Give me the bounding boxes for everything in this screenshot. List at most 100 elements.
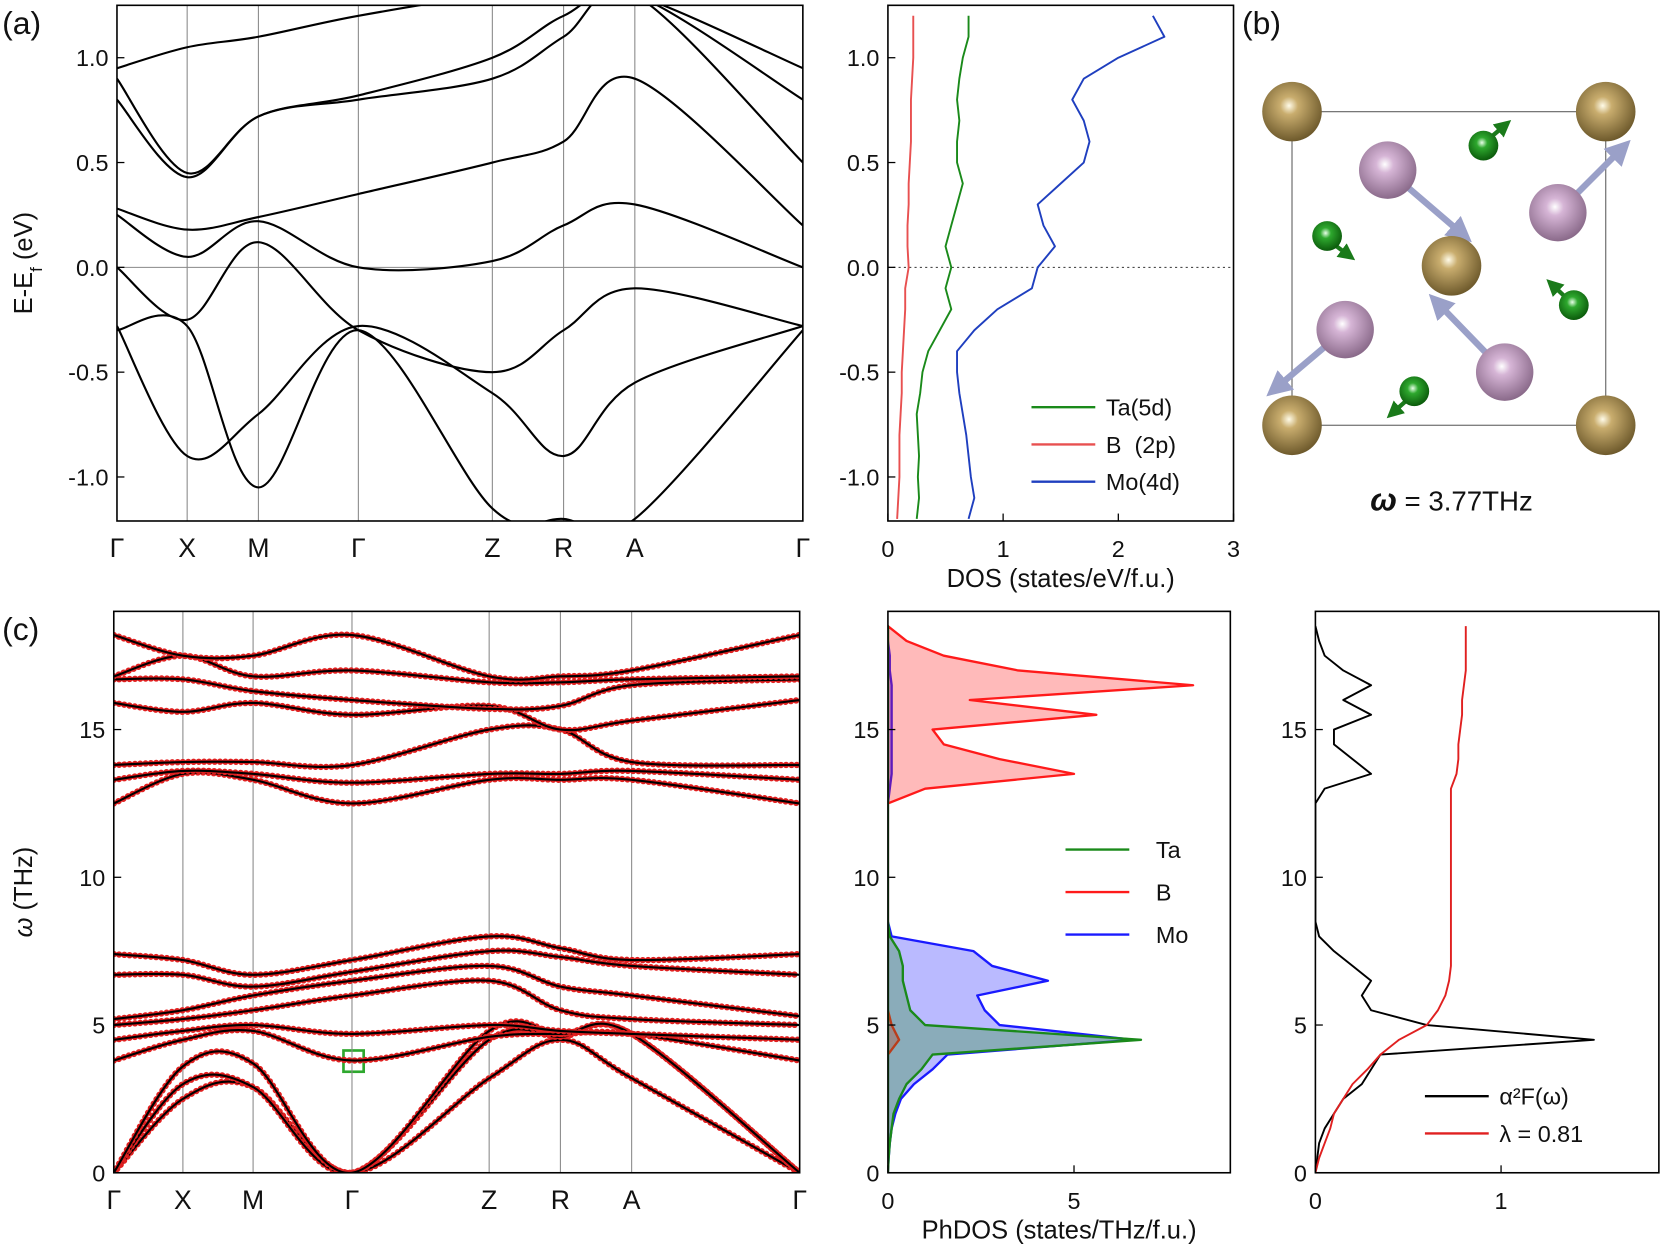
x-axis-label: DOS (states/eV/f.u.) — [947, 565, 1175, 593]
band-line — [116, 5, 803, 175]
x-tick-label: R — [551, 1185, 570, 1215]
axes-frame — [1314, 610, 1660, 1174]
unit-cell — [1291, 111, 1607, 426]
axes-frame — [887, 4, 1235, 522]
panel-label: (b) — [1242, 5, 1281, 41]
y-tick-label: 15 — [853, 717, 879, 743]
y-tick-label: 10 — [79, 865, 105, 891]
y-tick-label: 0.5 — [847, 150, 880, 176]
legend-label: B — [1156, 880, 1172, 906]
x-tick-label: Γ — [792, 1185, 807, 1215]
band-line — [116, 75, 803, 231]
legend-label: Mo — [1156, 922, 1188, 948]
axes-frame — [116, 4, 804, 522]
band-line — [113, 979, 800, 1027]
legend-label: α²F(ω) — [1499, 1084, 1568, 1110]
y-tick-label: 5 — [1294, 1013, 1307, 1039]
x-tick-label: Γ — [106, 1185, 121, 1215]
panel-label: (a) — [2, 5, 41, 41]
mode-caption: ω = 3.77THz — [1370, 481, 1533, 517]
legend-label: Ta(5d) — [1106, 395, 1172, 421]
plot-area — [887, 624, 1195, 1173]
y-tick-label: 1.0 — [76, 45, 109, 71]
chart-panel: 0 5 10 15 0 5 PhDOS (states/THz/f.u.) Ta B Mo — [853, 610, 1232, 1245]
y-axis-label-part: E-E — [10, 272, 38, 315]
x-tick-label: 1 — [1495, 1188, 1508, 1214]
x-tick-label: 0 — [881, 536, 894, 562]
y-tick-label: 0.0 — [847, 255, 880, 281]
legend-label: B (2p) — [1106, 432, 1176, 458]
y-axis-label-part: ω — [10, 917, 38, 937]
legend-label: Mo(4d) — [1106, 469, 1180, 495]
band-line — [113, 769, 800, 784]
plot-area — [1315, 625, 1595, 1173]
atoms-b — [1312, 130, 1589, 407]
y-tick-label: 10 — [853, 865, 879, 891]
band-line — [113, 677, 800, 711]
x-tick-label: 0 — [881, 1188, 894, 1214]
band-line — [113, 1023, 800, 1173]
dos-line — [1315, 626, 1467, 1173]
x-tick-label: Γ — [796, 533, 811, 563]
band-line — [113, 1038, 800, 1173]
y-axis-label-part: f — [26, 267, 45, 272]
x-tick-label: M — [242, 1185, 264, 1215]
x-tick-label: Γ — [345, 1185, 360, 1215]
structure: (b) ω = 3.77THz — [1242, 5, 1636, 517]
y-tick-label: 1.0 — [847, 45, 880, 71]
axes-frame — [112, 610, 801, 1174]
band-line — [113, 724, 800, 768]
dos-line — [896, 15, 915, 519]
band-weight — [113, 1021, 800, 1173]
y-tick-label: -1.0 — [68, 464, 108, 490]
y-tick-label: -0.5 — [839, 360, 879, 386]
plot-area — [113, 611, 800, 1173]
y-tick-label: 5 — [92, 1013, 105, 1039]
band-line — [116, 241, 803, 374]
x-tick-label: X — [174, 1185, 192, 1215]
y-axis-label: ω (THz) — [10, 847, 38, 938]
x-tick-label: 0 — [1309, 1188, 1322, 1214]
band-line — [113, 935, 800, 976]
dos-area — [887, 624, 1143, 1173]
y-tick-label: 0 — [1294, 1160, 1307, 1186]
plot-area — [116, 5, 803, 521]
y-tick-label: 5 — [866, 1013, 879, 1039]
y-tick-label: 0.0 — [76, 255, 109, 281]
band-weight — [113, 962, 800, 1023]
plot-area — [887, 15, 1234, 520]
band-weight — [113, 1036, 800, 1173]
y-tick-label: 15 — [79, 717, 105, 743]
x-tick-label: Z — [484, 533, 500, 563]
y-tick-label: -1.0 — [839, 464, 879, 490]
y-tick-label: 0.5 — [76, 150, 109, 176]
y-axis-label-part: (eV) — [10, 212, 38, 267]
band-line — [116, 5, 803, 179]
band-line — [113, 633, 800, 681]
x-tick-label: R — [554, 533, 573, 563]
chart-panel: 0 5 10 15 0 1 α²F(ω) λ = 0.81 — [1281, 610, 1660, 1214]
x-tick-label: 1 — [997, 536, 1010, 562]
chart-panel: 0 5 10 15 Γ X M Γ Z R A Γ (c) ω (THz) — [2, 610, 807, 1215]
band-line — [113, 964, 800, 1021]
band-line — [116, 314, 803, 521]
y-tick-label: 10 — [1281, 865, 1307, 891]
y-tick-label: 0 — [866, 1160, 879, 1186]
atoms-mo — [1316, 141, 1587, 401]
atoms-ta — [1262, 81, 1636, 456]
x-tick-label: M — [247, 533, 269, 563]
x-tick-label: A — [623, 1185, 641, 1215]
x-tick-label: 3 — [1227, 536, 1240, 562]
omega-symbol: ω — [1370, 481, 1397, 517]
band-line — [116, 201, 803, 272]
chart-panel: -1.0 -0.5 0.0 0.5 1.0 Γ X M Γ Z R A Γ (a) E-Ef (eV) — [2, 4, 811, 563]
y-tick-label: -0.5 — [68, 360, 108, 386]
y-tick-label: 0 — [92, 1160, 105, 1186]
x-tick-label: Z — [481, 1185, 497, 1215]
x-tick-label: 2 — [1112, 536, 1125, 562]
x-tick-label: Γ — [351, 533, 366, 563]
caption-text: = 3.77THz — [1397, 485, 1533, 516]
y-tick-label: 15 — [1281, 717, 1307, 743]
panel-label: (c) — [2, 611, 39, 647]
band-line — [116, 5, 803, 70]
